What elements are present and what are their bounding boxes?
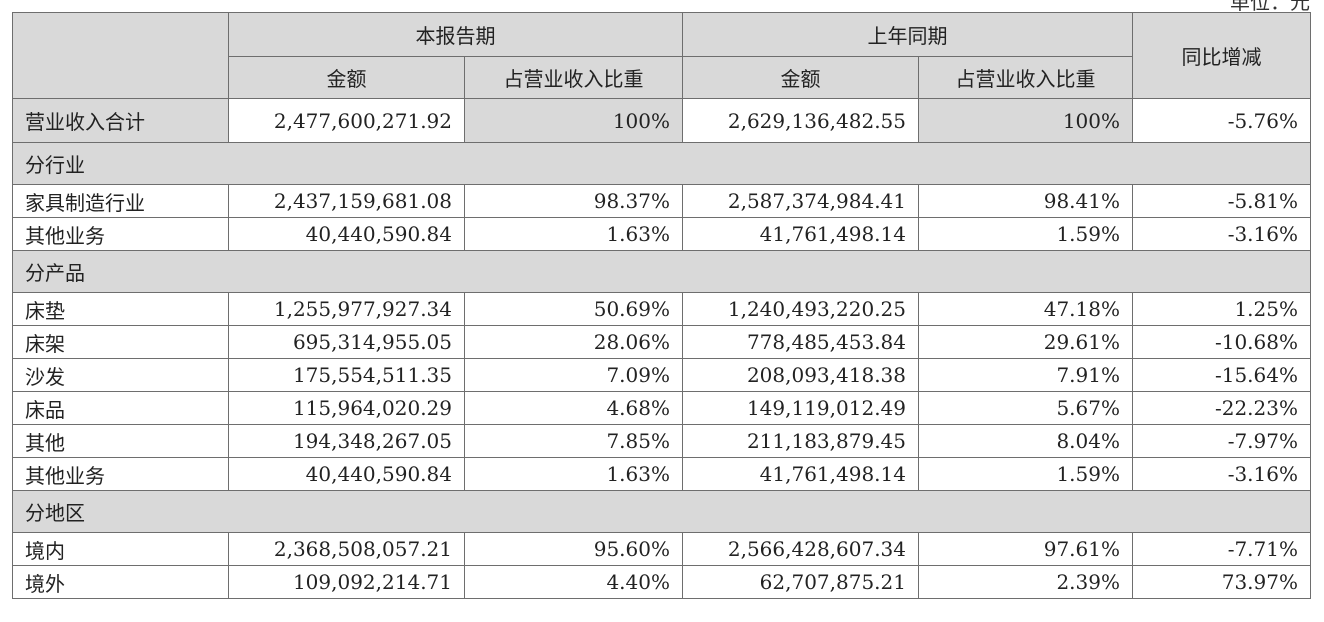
header-row-2: 金额 占营业收入比重 金额 占营业收入比重: [13, 56, 1311, 99]
cell-prior-ratio: 8.04%: [918, 424, 1133, 458]
header-cur-amount: 金额: [228, 56, 465, 99]
cell-prior-ratio: 29.61%: [918, 325, 1133, 359]
cell-prior-ratio: 1.59%: [918, 217, 1133, 251]
cell-prior-amount: 208,093,418.38: [682, 358, 919, 392]
cell-prior-ratio: 1.59%: [918, 457, 1133, 491]
cell-prior-ratio: 98.41%: [918, 184, 1133, 218]
cell-prior-ratio: 97.61%: [918, 532, 1133, 566]
total-row: 营业收入合计 2,477,600,271.92 100% 2,629,136,4…: [12, 98, 1311, 143]
cell-yoy: 1.25%: [1132, 292, 1311, 326]
cell-cur-ratio: 7.09%: [464, 358, 683, 392]
cell-label: 家具制造行业: [12, 184, 229, 218]
cell-cur-ratio: 98.37%: [464, 184, 683, 218]
table-row: 其他业务 40,440,590.84 1.63% 41,761,498.14 1.59%…: [12, 217, 1311, 251]
cell-cur-ratio: 95.60%: [464, 532, 683, 566]
cell-cur-amount: 695,314,955.05: [228, 325, 465, 359]
section-title: 分行业: [12, 142, 1311, 185]
table-row: 床架 695,314,955.05 28.06% 778,485,453.84 29.6…: [12, 325, 1311, 359]
cell-yoy: -22.23%: [1132, 391, 1311, 425]
cell-prior-amount: 2,587,374,984.41: [682, 184, 919, 218]
cell-cur-amount: 2,368,508,057.21: [228, 532, 465, 566]
cell-yoy: -5.81%: [1132, 184, 1311, 218]
header-blank: [12, 12, 229, 99]
total-prior-ratio: 100%: [918, 98, 1133, 143]
cell-cur-ratio: 28.06%: [464, 325, 683, 359]
total-prior-amount: 2,629,136,482.55: [682, 98, 919, 143]
section-row: 分产品: [12, 250, 1311, 293]
total-yoy: -5.76%: [1132, 98, 1311, 143]
cell-prior-amount: 41,761,498.14: [682, 217, 919, 251]
total-label: 营业收入合计: [12, 98, 229, 143]
table-row: 沙发 175,554,511.35 7.09% 208,093,418.38 7.91%…: [12, 358, 1311, 392]
header-prior-amount: 金额: [682, 56, 919, 99]
cell-prior-amount: 41,761,498.14: [682, 457, 919, 491]
cell-cur-ratio: 7.85%: [464, 424, 683, 458]
cell-label: 床垫: [12, 292, 229, 326]
cell-cur-ratio: 1.63%: [464, 217, 683, 251]
table-row: 家具制造行业 2,437,159,681.08 98.37% 2,587,374,98…: [12, 184, 1311, 218]
cell-prior-ratio: 2.39%: [918, 565, 1133, 599]
cell-label: 其他: [12, 424, 229, 458]
cell-label: 其他业务: [12, 217, 229, 251]
section-row: 分行业: [12, 142, 1311, 185]
cell-yoy: -10.68%: [1132, 325, 1311, 359]
cell-prior-ratio: 7.91%: [918, 358, 1133, 392]
header-current-period: 本报告期: [228, 12, 683, 57]
section-title: 分地区: [12, 490, 1311, 533]
cell-cur-amount: 194,348,267.05: [228, 424, 465, 458]
cell-prior-ratio: 47.18%: [918, 292, 1133, 326]
cell-cur-amount: 175,554,511.35: [228, 358, 465, 392]
table-row: 境外 109,092,214.71 4.40% 62,707,875.21 2.39% 7…: [12, 565, 1311, 599]
cell-label: 境内: [12, 532, 229, 566]
section-row: 分地区: [12, 490, 1311, 533]
cell-prior-amount: 149,119,012.49: [682, 391, 919, 425]
unit-label: 单位：元: [1230, 0, 1310, 14]
cell-cur-amount: 40,440,590.84: [228, 217, 465, 251]
cell-cur-amount: 2,437,159,681.08: [228, 184, 465, 218]
cell-prior-amount: 62,707,875.21: [682, 565, 919, 599]
cell-yoy: -3.16%: [1132, 217, 1311, 251]
total-cur-amount: 2,477,600,271.92: [228, 98, 465, 143]
header-yoy: 同比增减: [1132, 12, 1311, 99]
cell-label: 境外: [12, 565, 229, 599]
cell-cur-ratio: 50.69%: [464, 292, 683, 326]
header-row-1: 本报告期 上年同期 同比增减: [12, 12, 1311, 99]
cell-yoy: 73.97%: [1132, 565, 1311, 599]
total-cur-ratio: 100%: [464, 98, 683, 143]
cell-cur-amount: 109,092,214.71: [228, 565, 465, 599]
cell-yoy: -3.16%: [1132, 457, 1311, 491]
header-prior-period: 上年同期: [682, 12, 1133, 57]
table-row: 其他 194,348,267.05 7.85% 211,183,879.45 8.04%…: [12, 424, 1311, 458]
table-row: 境内 2,368,508,057.21 95.60% 2,566,428,607.34…: [12, 532, 1311, 566]
cell-prior-amount: 1,240,493,220.25: [682, 292, 919, 326]
cell-prior-ratio: 5.67%: [918, 391, 1133, 425]
header-prior-ratio: 占营业收入比重: [918, 56, 1133, 99]
table-row: 床垫 1,255,977,927.34 50.69% 1,240,493,220.25…: [12, 292, 1311, 326]
table-row: 其他业务 40,440,590.84 1.63% 41,761,498.14 1.59%…: [12, 457, 1311, 491]
cell-cur-amount: 1,255,977,927.34: [228, 292, 465, 326]
cell-label: 其他业务: [12, 457, 229, 491]
cell-cur-amount: 115,964,020.29: [228, 391, 465, 425]
section-title: 分产品: [12, 250, 1311, 293]
cell-prior-amount: 778,485,453.84: [682, 325, 919, 359]
cell-yoy: -15.64%: [1132, 358, 1311, 392]
cell-cur-ratio: 4.68%: [464, 391, 683, 425]
cell-cur-ratio: 1.63%: [464, 457, 683, 491]
cell-cur-amount: 40,440,590.84: [228, 457, 465, 491]
cell-label: 床品: [12, 391, 229, 425]
cell-prior-amount: 211,183,879.45: [682, 424, 919, 458]
cell-label: 沙发: [12, 358, 229, 392]
table-row: 床品 115,964,020.29 4.68% 149,119,012.49 5.67%…: [12, 391, 1311, 425]
revenue-table: 本报告期 上年同期 同比增减 金额 占营业收入比重 金额 占营业收入比重 营业收…: [12, 12, 1311, 599]
header-cur-ratio: 占营业收入比重: [464, 56, 683, 99]
cell-yoy: -7.71%: [1132, 532, 1311, 566]
cell-label: 床架: [12, 325, 229, 359]
cell-cur-ratio: 4.40%: [464, 565, 683, 599]
cell-yoy: -7.97%: [1132, 424, 1311, 458]
cell-prior-amount: 2,566,428,607.34: [682, 532, 919, 566]
